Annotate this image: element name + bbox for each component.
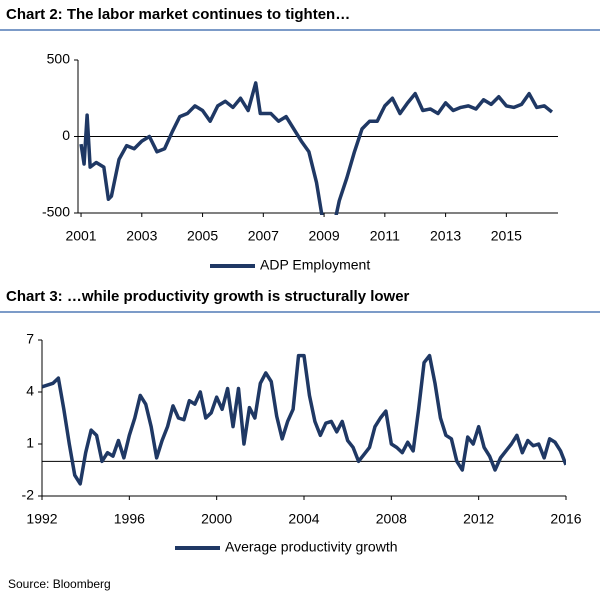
x-tick-label: 2009: [308, 228, 339, 244]
y-tick-label: 0: [62, 127, 70, 143]
x-tick-label: 2016: [550, 511, 581, 527]
x-tick-label: 2004: [288, 511, 319, 527]
x-tick-label: 2003: [126, 228, 157, 244]
x-tick-label: 2001: [65, 228, 96, 244]
y-tick-label: 7: [26, 331, 34, 347]
data-line: [42, 353, 566, 486]
chart-title: Chart 3: …while productivity growth is s…: [6, 288, 410, 305]
legend-label: Average productivity growth: [225, 539, 398, 555]
y-tick-label: -500: [42, 204, 70, 220]
y-tick-label: 500: [47, 51, 71, 67]
x-tick-label: 2011: [370, 228, 400, 244]
chart-title: Chart 2: The labor market continues to t…: [6, 6, 350, 23]
x-tick-label: 2012: [463, 511, 494, 527]
x-tick-label: 2000: [201, 511, 232, 527]
x-tick-label: 2015: [491, 228, 522, 244]
source: Source: Bloomberg: [8, 577, 111, 591]
y-tick-label: 4: [26, 383, 34, 399]
x-tick-label: 1992: [26, 511, 57, 527]
legend-label: ADP Employment: [260, 257, 370, 273]
x-tick-label: 1996: [114, 511, 145, 527]
x-tick-label: 2005: [187, 228, 218, 244]
x-tick-label: 2008: [376, 511, 407, 527]
x-tick-label: 2013: [430, 228, 461, 244]
y-tick-label: -2: [22, 487, 35, 503]
data-line: [79, 81, 554, 215]
x-tick-label: 2007: [248, 228, 279, 244]
y-tick-label: 1: [26, 435, 34, 451]
